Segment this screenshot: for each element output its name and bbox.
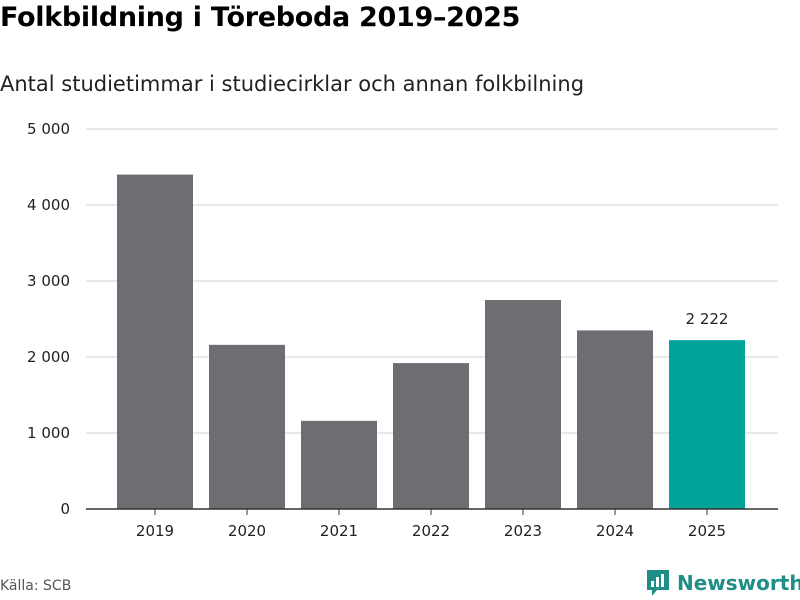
y-tick-label: 3 000 bbox=[27, 272, 70, 290]
y-tick-label: 4 000 bbox=[27, 196, 70, 214]
bar-2025 bbox=[669, 340, 745, 509]
brand-name: Newsworthy bbox=[677, 571, 800, 595]
data-labels: 2 222 bbox=[686, 310, 729, 328]
chart-subtitle: Antal studietimmar i studiecirklar och a… bbox=[0, 72, 585, 96]
x-tick-label: 2021 bbox=[320, 522, 358, 540]
bar-2023 bbox=[485, 300, 561, 509]
x-axis-ticks: 2019 2020 2021 2022 2023 2024 2025 bbox=[136, 509, 726, 540]
y-axis-ticks: 0 1 000 2 000 3 000 4 000 5 000 bbox=[27, 120, 70, 518]
bars bbox=[117, 174, 745, 509]
y-tick-label: 5 000 bbox=[27, 120, 70, 138]
y-tick-label: 0 bbox=[60, 500, 70, 518]
x-tick-label: 2024 bbox=[596, 522, 634, 540]
bar-2019 bbox=[117, 174, 193, 509]
source-note: Källa: SCB bbox=[0, 578, 72, 594]
data-label: 2 222 bbox=[686, 310, 729, 328]
newsworthy-logo-icon bbox=[647, 570, 669, 596]
bar-2024 bbox=[577, 330, 653, 509]
x-tick-label: 2023 bbox=[504, 522, 542, 540]
bar-2021 bbox=[301, 420, 377, 509]
x-tick-label: 2019 bbox=[136, 522, 174, 540]
x-tick-label: 2020 bbox=[228, 522, 266, 540]
y-tick-label: 2 000 bbox=[27, 348, 70, 366]
x-tick-label: 2025 bbox=[688, 522, 726, 540]
chart-title: Folkbildning i Töreboda 2019–2025 bbox=[0, 2, 521, 33]
brand-logo[interactable]: Newsworthy bbox=[645, 568, 800, 598]
y-tick-label: 1 000 bbox=[27, 424, 70, 442]
bar-2022 bbox=[393, 363, 469, 509]
x-tick-label: 2022 bbox=[412, 522, 450, 540]
bar-2020 bbox=[209, 344, 285, 509]
